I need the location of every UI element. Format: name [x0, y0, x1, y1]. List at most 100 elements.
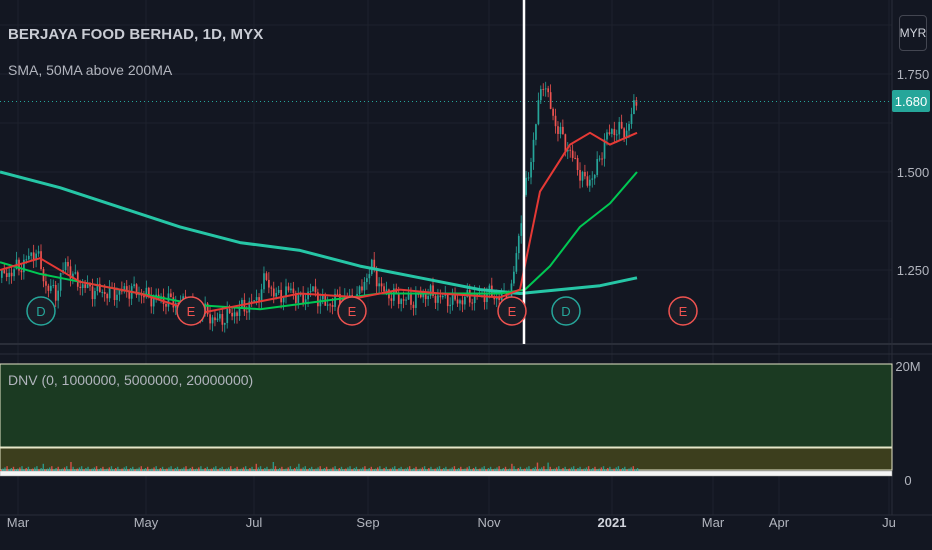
candle-body — [40, 251, 42, 270]
volume-bar — [78, 467, 81, 471]
candle-body — [532, 139, 535, 163]
volume-tick-label: 20M — [895, 359, 920, 374]
volume-bar — [368, 468, 370, 471]
candle-body — [589, 179, 591, 186]
volume-bar — [313, 469, 315, 471]
price-tick-label: 1.500 — [897, 165, 930, 180]
volume-bar — [592, 468, 594, 471]
candle-body — [1, 270, 3, 278]
candle-body — [515, 253, 518, 272]
volume-bar — [462, 469, 464, 471]
volume-bar — [517, 468, 519, 471]
candle-body — [363, 281, 366, 291]
volume-bar — [85, 468, 87, 471]
candle-body — [368, 274, 371, 279]
event-marker-label: E — [508, 304, 517, 319]
volume-bar — [191, 466, 194, 471]
volume-bar — [283, 469, 285, 471]
candle-body — [544, 88, 547, 90]
volume-bar — [168, 467, 170, 471]
candle-body — [263, 273, 265, 290]
zone-white — [0, 470, 893, 477]
candle-body — [216, 318, 219, 321]
time-tick-label: May — [134, 515, 159, 530]
volume-bar — [140, 466, 142, 471]
volume-bar — [266, 466, 268, 471]
sma-line-sma-50 — [0, 171, 638, 311]
volume-bar — [464, 468, 466, 471]
volume-bar — [308, 468, 311, 471]
candle-body — [620, 121, 623, 129]
candle-body — [464, 296, 466, 305]
candle-body — [290, 288, 292, 291]
volume-bar — [270, 468, 272, 471]
volume-bar — [274, 466, 277, 471]
candle-body — [113, 287, 116, 301]
currency-button[interactable]: MYR — [899, 15, 927, 51]
volume-bar — [526, 467, 528, 471]
candle-body — [319, 299, 322, 307]
volume-bar — [549, 466, 551, 471]
volume-bar — [513, 466, 515, 471]
volume-bar — [68, 469, 70, 471]
candle-body — [72, 273, 74, 279]
volume-bar — [551, 469, 554, 471]
candle-body — [373, 259, 376, 270]
volume-bar — [449, 468, 451, 471]
candle-body — [510, 283, 513, 298]
volume-bar — [545, 469, 547, 471]
zone-yellow — [0, 447, 893, 471]
candle-body — [74, 272, 77, 274]
volume-bar — [506, 469, 509, 471]
candle-body — [628, 124, 630, 131]
volume-bar — [496, 467, 498, 471]
volume-bar — [445, 466, 447, 471]
candle-body — [25, 259, 28, 261]
candle-body — [253, 300, 256, 303]
candle-body — [118, 289, 121, 295]
candle-body — [243, 299, 246, 312]
volume-bar — [362, 467, 364, 471]
volume-bar — [153, 467, 155, 471]
volume-bar — [619, 469, 622, 471]
volume-bar — [119, 469, 121, 471]
candle-body — [231, 312, 233, 317]
volume-bar — [502, 468, 505, 471]
candle-body — [358, 286, 361, 294]
volume-bar — [455, 469, 458, 471]
volume-bar — [44, 469, 47, 471]
volume-bar — [408, 466, 411, 471]
volume-bar — [374, 468, 377, 471]
candle-body — [336, 293, 339, 295]
candle-body — [221, 314, 224, 325]
price-tick-label: 1.750 — [897, 67, 930, 82]
event-marker-earnings: E — [668, 296, 698, 326]
candle-body — [581, 172, 584, 181]
volume-bar — [609, 466, 611, 471]
candle-body — [473, 292, 476, 304]
volume-bar — [261, 469, 264, 471]
event-marker-circle — [551, 296, 581, 326]
event-marker-dividend: D — [26, 296, 56, 326]
volume-bar — [613, 468, 615, 471]
volume-bar — [336, 469, 338, 471]
volume-bar — [289, 466, 292, 471]
volume-bar — [347, 467, 349, 471]
volume-bar — [600, 467, 603, 471]
candle-body — [635, 100, 638, 106]
volume-bar — [66, 466, 68, 471]
volume-bar — [123, 467, 125, 471]
candle-body — [103, 292, 106, 294]
volume-bar — [0, 469, 2, 471]
candle-body — [94, 291, 96, 300]
volume-bar — [434, 468, 436, 471]
volume-bar — [97, 469, 100, 471]
volume-bar — [206, 466, 209, 471]
candle-body — [233, 312, 236, 317]
volume-bar — [494, 468, 496, 471]
volume-bar — [127, 469, 130, 471]
volume-bar — [57, 466, 59, 471]
candle-body — [108, 287, 111, 299]
candle-body — [422, 293, 425, 298]
